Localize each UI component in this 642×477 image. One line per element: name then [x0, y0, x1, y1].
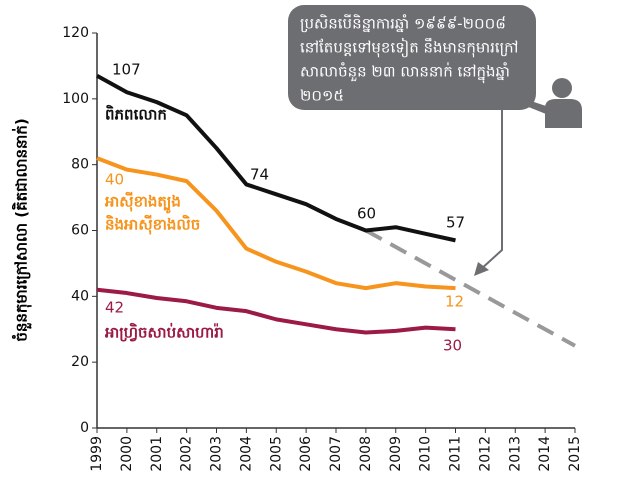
- series-label: ពិភពលោក: [105, 105, 167, 124]
- projection-line: [364, 228, 576, 348]
- value-label: 107: [112, 61, 141, 79]
- x-tick-label: 2012: [477, 436, 493, 472]
- y-tick-label: 80: [71, 157, 89, 173]
- callout-text: ២០១៥: [300, 87, 344, 105]
- x-tick-label: 2014: [537, 436, 553, 472]
- series-label: អាស៊ីខាងត្បូង: [105, 192, 181, 214]
- x-tick-label: 1999: [89, 436, 105, 472]
- series-label: អាហ្វ្រិចសាប់សាហារ៉ា: [105, 323, 224, 342]
- series-line: [96, 156, 456, 291]
- x-tick-label: 2011: [448, 436, 464, 472]
- y-tick-label: 0: [80, 420, 89, 436]
- annotation: 12: [445, 293, 464, 311]
- x-tick-label: 2007: [328, 436, 344, 472]
- value-label: 60: [357, 205, 376, 223]
- value-label: 42: [105, 299, 124, 317]
- x-tick-label: 2001: [149, 436, 165, 472]
- series-line: [96, 74, 456, 243]
- x-tick-label: 2004: [238, 436, 254, 472]
- y-tick-label: 100: [62, 91, 89, 107]
- y-tick-label: 60: [71, 223, 89, 239]
- series-label: និងអាស៊ីខាងលិច: [105, 215, 200, 236]
- x-tick-label: 2002: [179, 436, 195, 472]
- y-tick-label: 40: [71, 288, 89, 304]
- x-tick-label: 2003: [209, 436, 225, 472]
- x-tick-label: 2006: [298, 436, 314, 472]
- annotation: 40: [105, 171, 124, 189]
- person-icon: [526, 78, 582, 128]
- callout-text: សាលាចំនួន ២៣ លាននាក់ នៅក្នុងឆ្នាំ: [300, 62, 510, 84]
- x-tick-label: 2013: [507, 436, 523, 472]
- x-tick-label: 2009: [388, 436, 404, 472]
- value-label: 57: [446, 214, 465, 232]
- callout-box: [288, 5, 536, 110]
- callout-text: ប្រសិនបើនិន្នាការឆ្នាំ ១៩៩៩-២០០៨: [300, 14, 506, 33]
- y-tick-label: 20: [71, 354, 89, 370]
- x-tick-label: 2010: [418, 436, 434, 472]
- value-label: 30: [443, 337, 462, 355]
- value-label: 74: [250, 166, 269, 184]
- arrow-head: [474, 262, 489, 276]
- x-tick-label: 2008: [358, 436, 374, 472]
- y-tick-label: 120: [62, 25, 89, 41]
- callout-arrow: [479, 110, 503, 271]
- y-axis-label: ចំនួនកុមារក្រៅសាលា (គិតជាលាននាក់): [12, 118, 33, 341]
- callout-text: នៅតែបន្តទៅមុខទៀត នឹងមានកុមារក្រៅ: [300, 38, 518, 58]
- x-tick-label: 2015: [567, 436, 583, 472]
- x-tick-label: 2000: [119, 436, 135, 472]
- series-line: [96, 287, 456, 335]
- x-tick-label: 2005: [268, 436, 284, 472]
